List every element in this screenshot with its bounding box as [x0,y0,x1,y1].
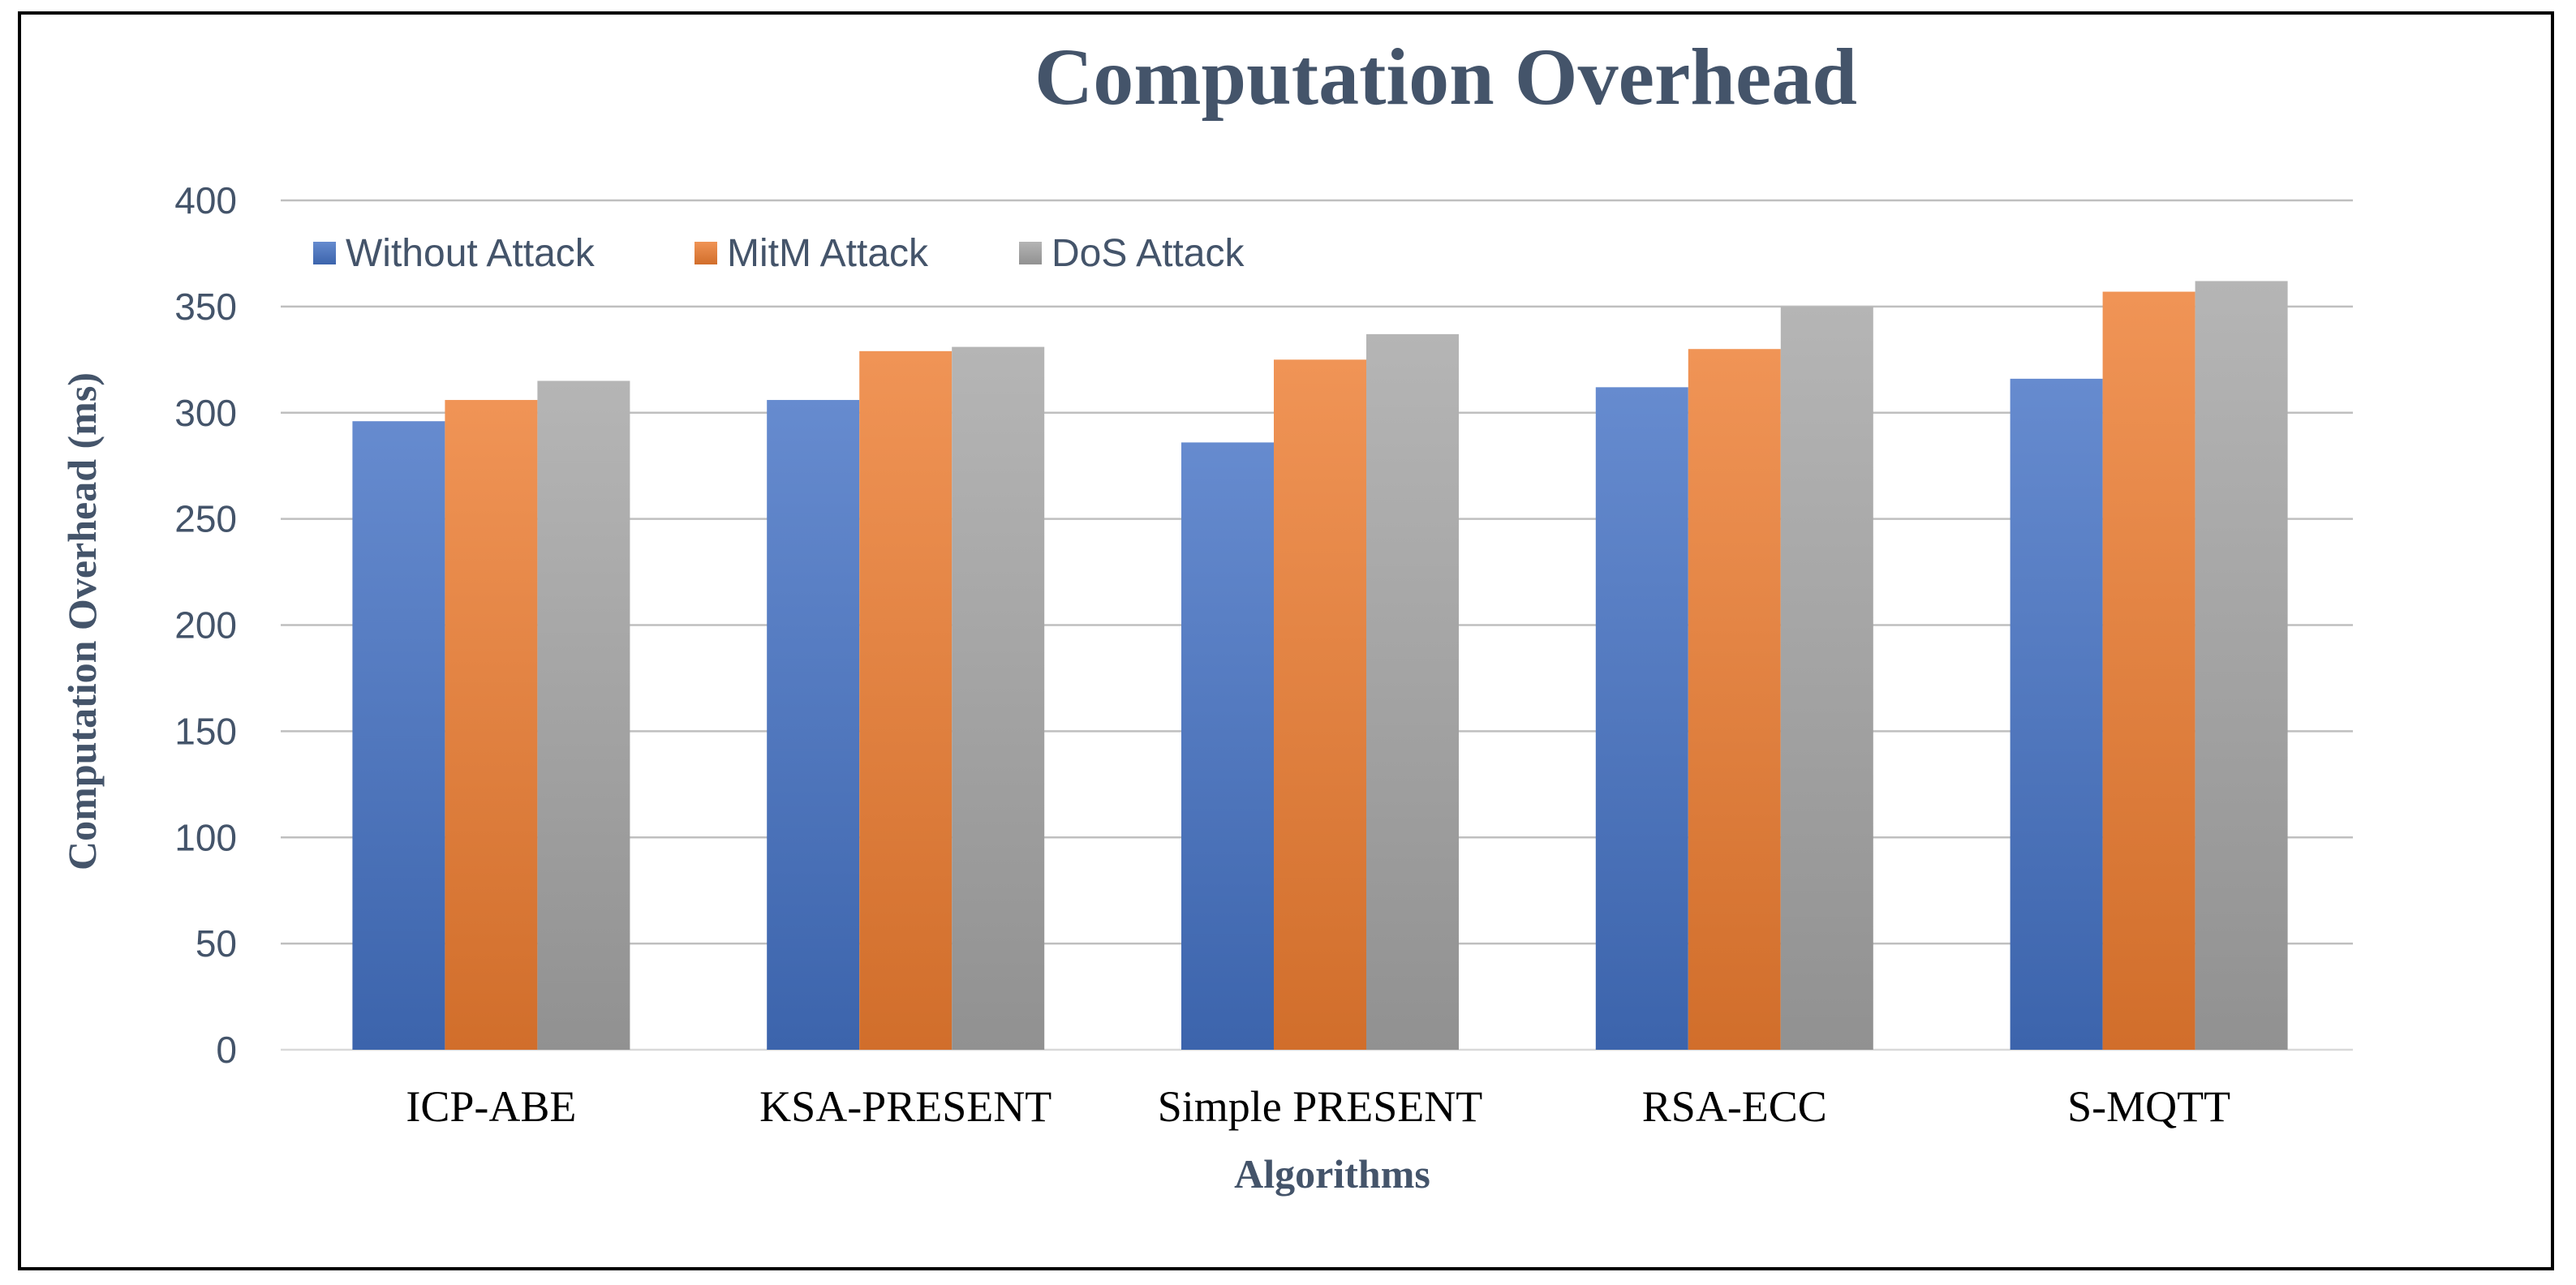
y-tick-label: 350 [174,286,237,328]
legend-swatch-dos-attack [1019,242,1042,264]
bar-mitm-attack-s-mqtt [2102,291,2195,1050]
bar-dos-attack-icp-abe [537,380,630,1050]
legend-label: Without Attack [346,232,596,275]
bar-without-attack-simple-present [1181,442,1274,1050]
bar-without-attack-ksa-present [767,400,860,1050]
bar-mitm-attack-simple-present [1274,359,1366,1050]
legend-swatch-without-attack [313,242,336,264]
chart-svg: 0 50 100 150 200 250 300 350 400 ICP-ABE KSA-PRESE… [59,32,2353,1197]
legend-label: MitM Attack [727,232,929,275]
legend-label: DoS Attack [1051,232,1245,275]
legend-swatch-mitm-attack [695,242,717,264]
y-tick-label: 300 [174,392,237,434]
bar-mitm-attack-rsa-ecc [1688,349,1781,1051]
x-axis-title: Algorithms [1234,1151,1430,1197]
category-label: KSA-PRESENT [759,1082,1051,1131]
bar-mitm-attack-icp-abe [445,400,538,1050]
y-tick-label: 50 [196,922,237,965]
text-layer: 0 50 100 150 200 250 300 350 400 ICP-ABE KSA-PRESE… [59,32,2230,1197]
bar-dos-attack-ksa-present [952,346,1045,1050]
chart-frame: 0 50 100 150 200 250 300 350 400 ICP-ABE KSA-PRESE… [18,11,2554,1270]
y-tick-label: 250 [174,498,237,540]
y-tick-label: 0 [216,1029,237,1071]
y-tick-label: 150 [174,710,237,752]
category-label: S-MQTT [2067,1082,2230,1131]
y-tick-label: 400 [174,179,237,221]
bar-dos-attack-s-mqtt [2195,281,2288,1051]
bar-dos-attack-rsa-ecc [1780,306,1873,1050]
category-label: RSA-ECC [1642,1082,1827,1131]
bar-mitm-attack-ksa-present [859,350,953,1050]
y-tick-label: 200 [174,604,237,647]
y-tick-label: 100 [174,816,237,858]
bar-without-attack-rsa-ecc [1595,387,1688,1051]
bar-layer [352,281,2288,1051]
bar-without-attack-s-mqtt [2010,378,2103,1050]
chart-title: Computation Overhead [1034,32,1857,122]
category-label: Simple PRESENT [1158,1082,1483,1131]
category-label: ICP-ABE [406,1082,576,1131]
y-axis-title: Computation Overhead (ms) [59,372,105,870]
bar-without-attack-icp-abe [352,421,445,1050]
bar-dos-attack-simple-present [1366,333,1459,1051]
